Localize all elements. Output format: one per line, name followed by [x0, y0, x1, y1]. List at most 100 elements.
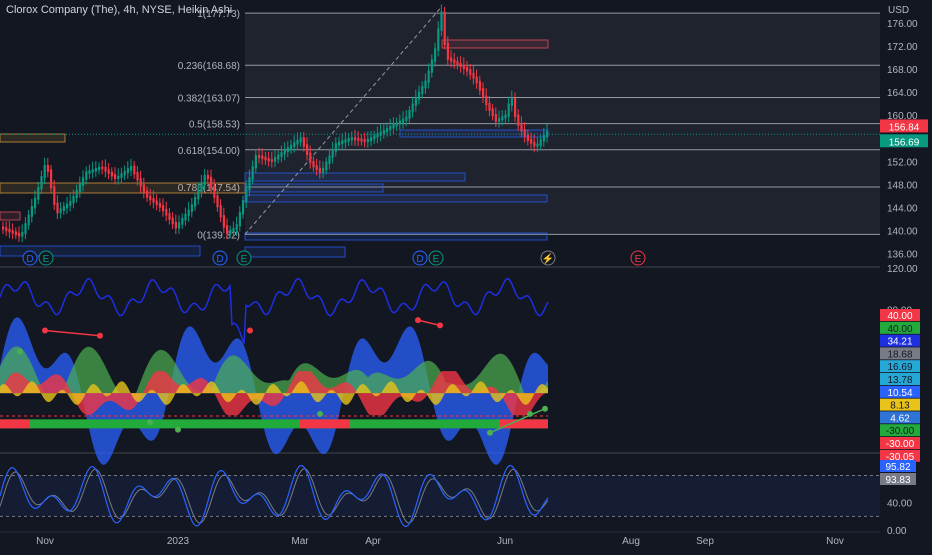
candle	[88, 170, 91, 174]
price-badge-label: 156.84	[889, 122, 920, 133]
candle	[53, 186, 56, 205]
osc-green-area	[0, 346, 548, 394]
osc-badge	[880, 385, 920, 398]
osc-signal-dot	[317, 410, 323, 417]
zone-box	[0, 133, 66, 143]
candle	[165, 208, 168, 216]
event-marker-label: E	[433, 254, 440, 265]
candle	[91, 169, 94, 173]
candle	[392, 124, 395, 129]
time-tick: Sep	[696, 536, 714, 547]
candle	[526, 134, 529, 141]
candle	[110, 171, 113, 177]
candle	[171, 217, 174, 225]
candle	[152, 197, 155, 203]
candle	[366, 138, 369, 143]
time-tick: Aug	[622, 536, 640, 547]
candle	[520, 123, 523, 132]
osc-badge-label: 4.62	[890, 413, 910, 424]
event-marker	[236, 250, 252, 266]
event-circle	[22, 250, 38, 266]
candle	[446, 42, 449, 60]
candle	[382, 129, 385, 134]
candle	[21, 231, 24, 237]
candle	[485, 95, 488, 106]
candle	[450, 57, 453, 62]
zone-box	[0, 211, 21, 221]
event-marker-label: D	[26, 254, 33, 265]
candle	[69, 201, 72, 206]
price-tick: 140.00	[887, 226, 918, 237]
candle	[363, 139, 366, 143]
event-marker	[428, 250, 444, 266]
price-tick: 160.00	[887, 111, 918, 122]
osc-badge-label: -30.05	[886, 452, 915, 463]
event-circle	[428, 250, 444, 266]
candle	[379, 131, 382, 136]
candle	[187, 209, 190, 217]
event-circle	[412, 250, 428, 266]
fib-label: 1(177.73)	[197, 9, 240, 20]
event-marker-label: E	[635, 254, 642, 265]
fib-label: 0.236(168.68)	[178, 61, 240, 72]
stoch-k-line	[0, 464, 549, 528]
candle	[478, 80, 481, 91]
candle	[482, 88, 485, 98]
osc-badge	[880, 347, 920, 360]
osc-badge	[880, 373, 920, 385]
candle	[334, 143, 337, 152]
candle	[130, 165, 133, 171]
candle	[34, 197, 37, 209]
candle	[274, 157, 277, 162]
osc-upper-line	[0, 277, 549, 344]
osc-signal-dot	[147, 419, 153, 426]
osc-signal-dot	[175, 426, 181, 433]
candle	[427, 70, 430, 83]
candle	[72, 195, 75, 204]
candle	[395, 122, 398, 127]
stoch-badge-label: 93.83	[885, 475, 910, 486]
candle	[504, 114, 507, 119]
candle	[40, 176, 43, 190]
stoch-tick: 40.00	[887, 499, 912, 510]
candle	[360, 138, 363, 142]
candle	[59, 208, 62, 214]
candle	[78, 183, 81, 193]
candle	[226, 225, 229, 234]
stoch-badge	[880, 473, 916, 485]
candle	[267, 158, 270, 162]
candle	[136, 172, 139, 181]
event-marker	[38, 250, 54, 266]
osc-signal-dot	[17, 348, 23, 355]
time-tick: Nov	[826, 536, 844, 547]
osc-badge-label: 16.69	[887, 362, 912, 373]
candle	[190, 204, 193, 212]
candle	[411, 103, 414, 113]
candle	[254, 155, 257, 169]
zone-box	[0, 182, 246, 194]
candle	[539, 139, 542, 147]
osc-green-band	[0, 419, 548, 429]
candle	[98, 166, 101, 171]
event-circle	[236, 250, 252, 266]
osc-badge-label: 40.00	[887, 311, 912, 322]
candle	[66, 203, 69, 209]
candle	[299, 137, 302, 143]
candle	[62, 206, 65, 211]
candle	[341, 140, 344, 145]
candle	[430, 59, 433, 73]
candle	[421, 86, 424, 94]
candle	[139, 178, 142, 187]
candle	[402, 118, 405, 123]
candle	[475, 76, 478, 84]
zone-box	[244, 183, 384, 193]
candle	[434, 48, 437, 62]
candle	[229, 229, 232, 234]
candle	[418, 91, 421, 100]
fib-label: 0.5(158.53)	[189, 120, 240, 131]
event-circle	[540, 250, 556, 266]
candle	[37, 187, 40, 200]
osc-divergence-line	[489, 408, 546, 434]
